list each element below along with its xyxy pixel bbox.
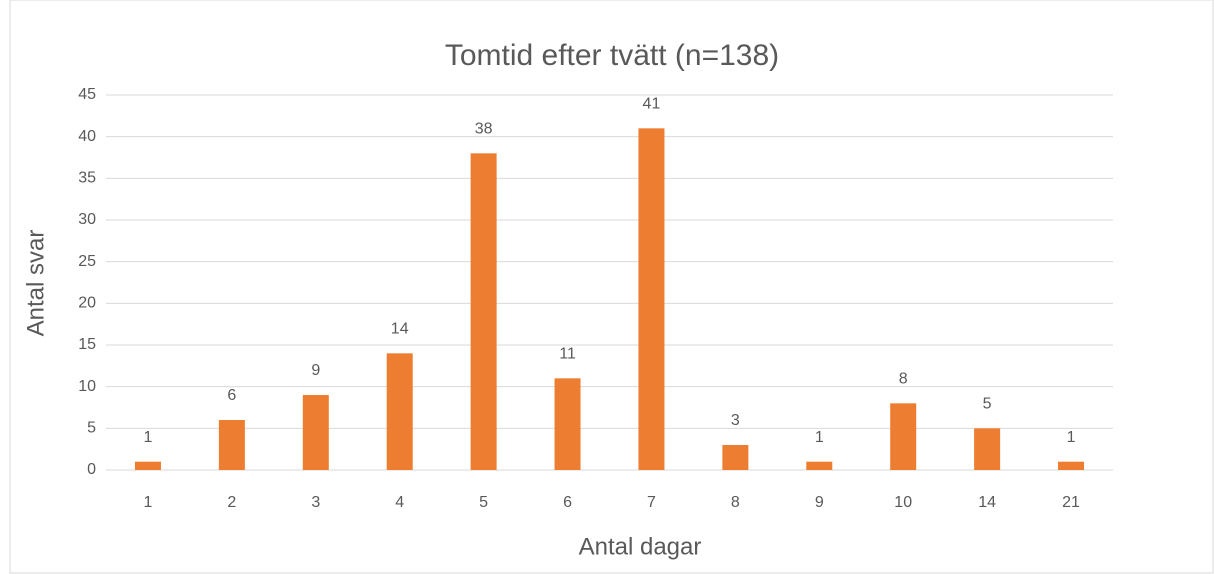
bar — [554, 378, 581, 470]
y-axis-title: Antal svar — [22, 230, 49, 337]
y-tick-label: 35 — [78, 170, 96, 187]
x-tick-label: 7 — [647, 494, 656, 511]
y-tick-label: 0 — [87, 461, 96, 478]
data-label: 5 — [983, 396, 992, 413]
x-tick-label: 3 — [311, 494, 320, 511]
x-tick-label: 2 — [227, 494, 236, 511]
x-tick-label: 14 — [978, 494, 996, 511]
bar — [302, 395, 329, 470]
data-label: 1 — [144, 429, 153, 446]
data-label: 6 — [227, 387, 236, 404]
data-label: 9 — [311, 362, 320, 379]
y-tick-label: 15 — [78, 336, 96, 353]
bar — [134, 461, 161, 470]
data-label: 1 — [815, 429, 824, 446]
bar — [974, 428, 1001, 470]
chart-title: Tomtid efter tvätt (n=138) — [445, 39, 779, 72]
bar — [806, 461, 833, 470]
x-tick-label: 8 — [731, 494, 740, 511]
bar — [722, 445, 749, 470]
y-tick-label: 40 — [78, 128, 96, 145]
y-tick-label: 45 — [78, 86, 96, 103]
bar — [638, 128, 665, 471]
data-label: 3 — [731, 412, 740, 429]
y-tick-label: 5 — [87, 420, 96, 437]
x-tick-label: 9 — [815, 494, 824, 511]
chart-border — [9, 0, 1214, 574]
y-tick-label: 20 — [78, 295, 96, 312]
data-label: 11 — [559, 346, 576, 363]
bar — [218, 420, 245, 470]
data-label: 14 — [391, 321, 409, 338]
x-tick-label: 4 — [395, 494, 404, 511]
bar — [470, 153, 497, 471]
x-tick-label: 21 — [1062, 494, 1080, 511]
x-tick-label: 6 — [563, 494, 572, 511]
data-label: 38 — [475, 121, 493, 138]
data-label: 8 — [899, 371, 908, 388]
data-label: 41 — [643, 96, 661, 113]
y-tick-label: 25 — [78, 253, 96, 270]
bar — [890, 403, 917, 470]
bar — [386, 353, 413, 470]
y-tick-label: 10 — [78, 378, 96, 395]
data-label: 1 — [1067, 429, 1076, 446]
x-tick-label: 5 — [479, 494, 488, 511]
x-axis-title: Antal dagar — [579, 533, 702, 560]
x-tick-label: 1 — [144, 494, 153, 511]
x-tick-label: 10 — [894, 494, 912, 511]
bar — [1058, 461, 1085, 470]
y-tick-label: 30 — [78, 211, 96, 228]
